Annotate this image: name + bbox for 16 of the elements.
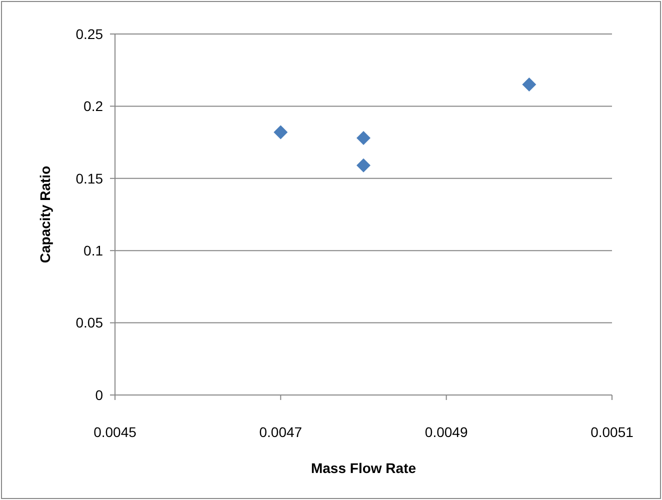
x-tick-label: 0.0051 [590,424,634,440]
y-axis-title: Capacity Ratio [37,166,53,264]
x-tick-label: 0.0049 [424,424,468,440]
y-tick-label: 0.1 [84,242,104,258]
x-axis-title: Mass Flow Rate [310,460,416,476]
y-tick-label: 0.05 [76,314,104,331]
y-tick-label: 0.15 [76,170,104,186]
y-tick-label: 0 [95,386,104,403]
point [356,130,370,145]
point [274,125,288,140]
y-tick-label: 0.2 [84,98,104,114]
point [356,158,370,172]
x-tick-label: 0.0047 [259,424,302,440]
point [522,78,536,92]
y-tick-label: 0.25 [76,26,104,42]
x-tick-label: 0.0045 [94,424,137,440]
